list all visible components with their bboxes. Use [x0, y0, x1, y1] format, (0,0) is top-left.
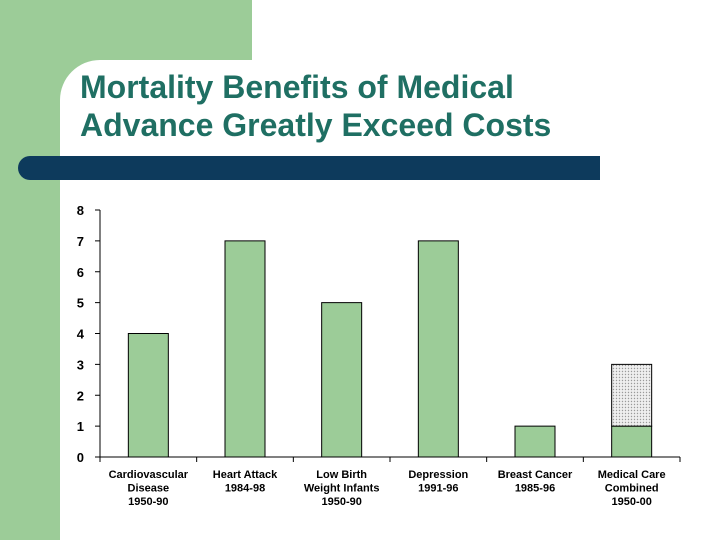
y-tick-label: 7	[77, 234, 84, 249]
y-tick-label: 2	[77, 388, 84, 403]
x-category-label: Breast Cancer 1985-96	[498, 469, 573, 495]
y-tick-label: 5	[77, 296, 84, 311]
y-tick-label: 6	[77, 265, 84, 280]
bar	[611, 425, 653, 458]
slide-title: Mortality Benefits of Medical Advance Gr…	[80, 68, 680, 144]
chart-labels: 0 1 2 3 4 5 6 7 8 Cardiovascular Disease 1950-90 Hea…	[77, 203, 666, 508]
title-divider-bar	[18, 156, 600, 180]
x-category-label: Heart Attack 1984-98	[213, 469, 278, 495]
x-category-label: Low Birth Weight Infants 1950-90	[304, 469, 380, 508]
x-category-label: Medical Care Combined 1950-00	[598, 469, 666, 508]
y-tick-label: 1	[77, 419, 84, 434]
slide-title-line-2: Advance Greatly Exceed Costs	[80, 107, 552, 143]
x-category-label: Depression 1991-96	[408, 469, 468, 495]
bar	[127, 333, 169, 458]
bar	[417, 240, 459, 458]
bar-chart: 0 1 2 3 4 5 6 7 8 Cardiovascular Disease 1950-90 Hea…	[77, 203, 681, 508]
y-tick-label: 8	[77, 203, 84, 218]
x-category-label: Cardiovascular Disease 1950-90	[109, 469, 189, 508]
bar-stacked-segment	[611, 363, 653, 427]
bar	[224, 240, 266, 458]
slide-title-line-1: Mortality Benefits of Medical	[80, 69, 514, 105]
y-tick-label: 4	[77, 327, 85, 342]
bar	[321, 302, 363, 458]
chart-axes	[95, 209, 681, 462]
chart-bars	[127, 240, 653, 458]
y-tick-label: 0	[77, 450, 84, 465]
y-tick-label: 3	[77, 357, 84, 372]
bar	[514, 425, 556, 458]
